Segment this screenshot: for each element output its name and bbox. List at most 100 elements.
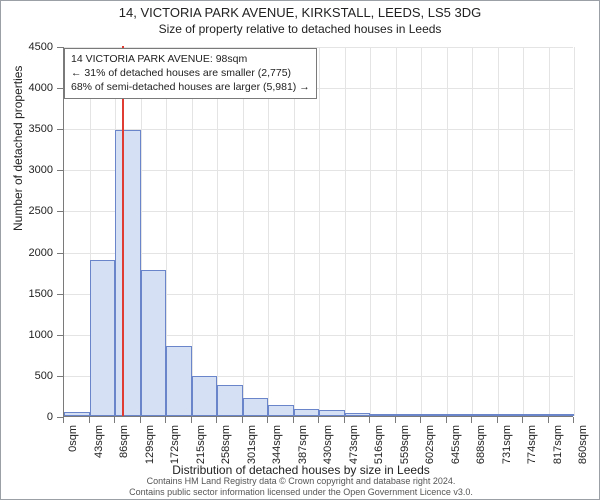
gridline-v xyxy=(217,47,218,416)
y-tick-label: 2000 xyxy=(29,247,53,259)
x-tick xyxy=(267,417,268,423)
gridline-v xyxy=(447,47,448,416)
x-tick-group: 0sqm43sqm86sqm129sqm172sqm215sqm258sqm30… xyxy=(63,417,573,425)
histogram-bar xyxy=(141,270,167,416)
y-tick-label: 1000 xyxy=(29,329,53,341)
y-tick-label: 4500 xyxy=(29,41,53,53)
gridline-v xyxy=(396,47,397,416)
histogram-bar xyxy=(447,414,473,416)
y-tick xyxy=(57,376,63,377)
x-tick-label: 860sqm xyxy=(577,425,589,464)
x-tick-label: 215sqm xyxy=(195,425,207,464)
gridline-v xyxy=(498,47,499,416)
gridline-v xyxy=(294,47,295,416)
x-tick-label: 387sqm xyxy=(297,425,309,464)
y-tick-label: 0 xyxy=(47,411,53,423)
x-tick xyxy=(522,417,523,423)
x-tick-label: 774sqm xyxy=(526,425,538,464)
histogram-bar xyxy=(294,409,320,416)
histogram-bar xyxy=(396,414,422,416)
histogram-bar xyxy=(90,260,116,416)
y-tick xyxy=(57,211,63,212)
y-tick-label: 500 xyxy=(35,370,53,382)
x-tick xyxy=(114,417,115,423)
histogram-bar xyxy=(268,405,294,416)
y-tick-label: 3500 xyxy=(29,123,53,135)
x-tick-label: 0sqm xyxy=(67,425,79,452)
annotation-line-3: 68% of semi-detached houses are larger (… xyxy=(71,80,310,94)
x-tick xyxy=(497,417,498,423)
y-tick-label: 3000 xyxy=(29,164,53,176)
y-tick-label: 1500 xyxy=(29,288,53,300)
x-tick-label: 688sqm xyxy=(475,425,487,464)
x-tick xyxy=(369,417,370,423)
gridline-v xyxy=(574,47,575,416)
y-tick-label: 4000 xyxy=(29,82,53,94)
histogram-bar xyxy=(472,414,498,416)
x-tick-label: 559sqm xyxy=(399,425,411,464)
histogram-bar xyxy=(192,376,218,416)
x-tick xyxy=(242,417,243,423)
chart-container: 14, VICTORIA PARK AVENUE, KIRKSTALL, LEE… xyxy=(0,0,600,500)
x-tick-label: 86sqm xyxy=(118,425,130,458)
histogram-bar xyxy=(64,412,90,416)
caption-line-1: Contains HM Land Registry data © Crown c… xyxy=(1,476,600,486)
x-tick xyxy=(471,417,472,423)
x-tick-label: 43sqm xyxy=(93,425,105,458)
x-tick-label: 645sqm xyxy=(450,425,462,464)
x-tick xyxy=(548,417,549,423)
x-tick xyxy=(318,417,319,423)
x-axis-label: Distribution of detached houses by size … xyxy=(1,463,600,477)
y-tick xyxy=(57,129,63,130)
x-tick xyxy=(191,417,192,423)
histogram-bar xyxy=(549,414,575,416)
x-tick-label: 602sqm xyxy=(424,425,436,464)
plot-inner: 14 VICTORIA PARK AVENUE: 98sqm ← 31% of … xyxy=(63,47,573,417)
histogram-bar xyxy=(370,414,396,416)
x-tick xyxy=(573,417,574,423)
x-tick xyxy=(420,417,421,423)
histogram-bar xyxy=(345,413,371,416)
y-tick-label: 2500 xyxy=(29,205,53,217)
marker-line xyxy=(122,46,124,416)
x-tick xyxy=(63,417,64,423)
histogram-bar xyxy=(166,346,192,416)
gridline-v xyxy=(192,47,193,416)
x-tick xyxy=(165,417,166,423)
gridline-v xyxy=(472,47,473,416)
y-tick xyxy=(57,335,63,336)
caption-line-2: Contains public sector information licen… xyxy=(1,487,600,497)
histogram-bar xyxy=(319,410,345,416)
x-tick xyxy=(89,417,90,423)
y-tick xyxy=(57,294,63,295)
x-tick xyxy=(395,417,396,423)
chart-title: 14, VICTORIA PARK AVENUE, KIRKSTALL, LEE… xyxy=(1,5,599,20)
gridline-v xyxy=(319,47,320,416)
x-tick-label: 301sqm xyxy=(246,425,258,464)
x-tick-label: 473sqm xyxy=(348,425,360,464)
y-tick-group: 050010001500200025003000350040004500 xyxy=(55,47,63,417)
x-tick xyxy=(216,417,217,423)
gridline-v xyxy=(243,47,244,416)
histogram-bar xyxy=(498,414,524,416)
annotation-line-2: ← 31% of detached houses are smaller (2,… xyxy=(71,66,310,80)
y-tick xyxy=(57,88,63,89)
x-tick-label: 430sqm xyxy=(322,425,334,464)
gridline-v xyxy=(523,47,524,416)
plot-area: 14 VICTORIA PARK AVENUE: 98sqm ← 31% of … xyxy=(63,47,573,417)
x-tick-label: 731sqm xyxy=(501,425,513,464)
y-axis-label: Number of detached properties xyxy=(11,66,25,231)
histogram-bar xyxy=(421,414,447,416)
x-tick-label: 129sqm xyxy=(144,425,156,464)
histogram-bar xyxy=(243,398,269,416)
y-tick xyxy=(57,47,63,48)
annotation-line-1: 14 VICTORIA PARK AVENUE: 98sqm xyxy=(71,52,310,66)
gridline-v xyxy=(421,47,422,416)
x-tick-label: 516sqm xyxy=(373,425,385,464)
x-tick xyxy=(344,417,345,423)
histogram-bar xyxy=(217,385,243,416)
chart-subtitle: Size of property relative to detached ho… xyxy=(1,22,599,36)
y-tick xyxy=(57,253,63,254)
x-tick-label: 817sqm xyxy=(552,425,564,464)
x-tick xyxy=(140,417,141,423)
